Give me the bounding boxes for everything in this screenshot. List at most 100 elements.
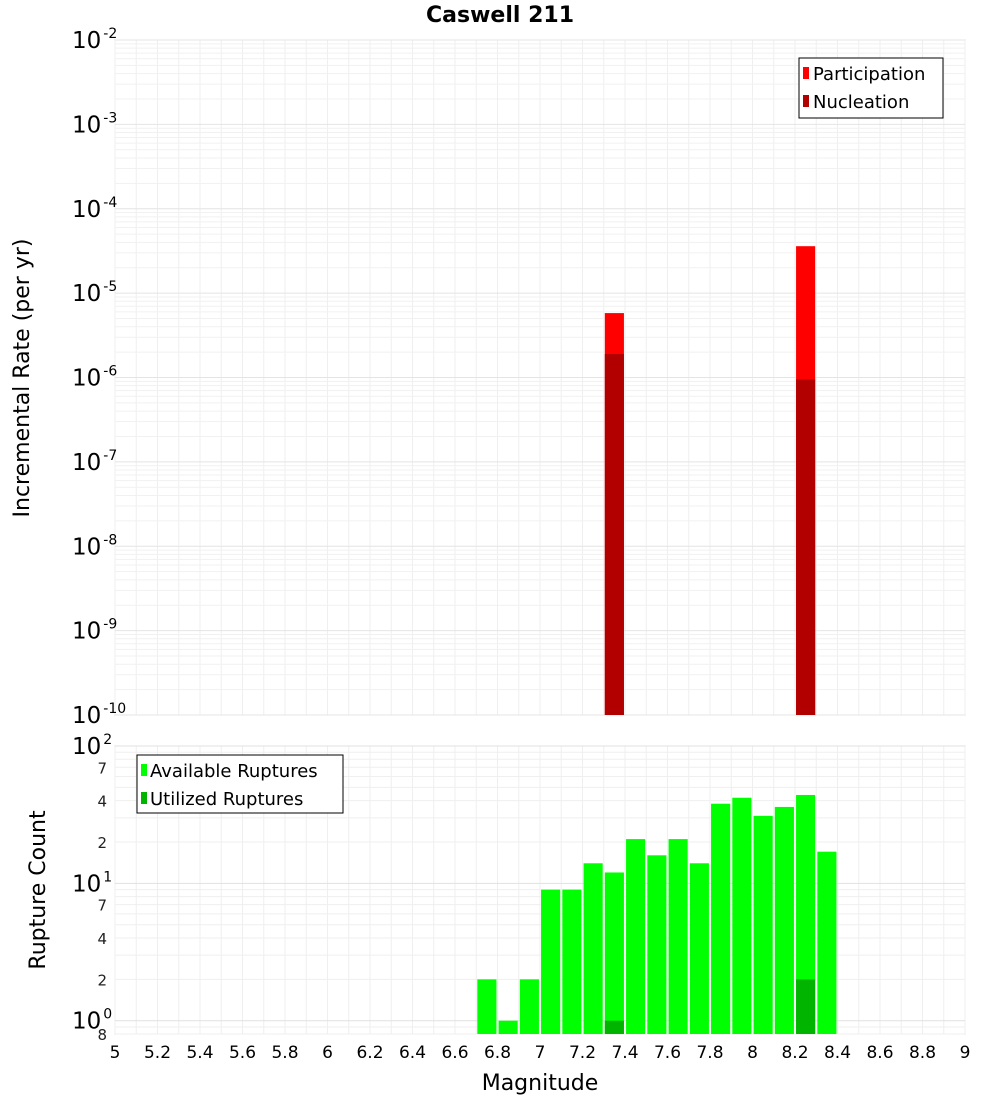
x-tick-label: 6.6 xyxy=(441,1043,468,1063)
bottom-y-axis-label: Rupture Count xyxy=(26,810,51,970)
x-tick-label: 5.4 xyxy=(186,1043,213,1063)
x-tick-label: 6.4 xyxy=(399,1043,426,1063)
available-ruptures-bar xyxy=(519,979,539,1034)
available-ruptures-bar xyxy=(647,855,667,1034)
x-tick-label: 7.2 xyxy=(569,1043,596,1063)
x-tick-label: 5.8 xyxy=(271,1043,298,1063)
top-legend: Participation Nucleation xyxy=(798,57,944,119)
tick-base: 10 xyxy=(72,619,101,645)
legend-nucleation-swatch xyxy=(803,95,809,107)
tick-base: 10 xyxy=(72,28,101,54)
tick-base: 10 xyxy=(72,534,101,560)
available-ruptures-bar xyxy=(541,889,561,1034)
available-ruptures-bar xyxy=(604,872,624,1034)
tick-base: 10 xyxy=(72,703,101,729)
tick-base: 10 xyxy=(72,871,101,897)
top-y-tick-label: 10 -6 xyxy=(72,364,117,392)
available-ruptures-bar xyxy=(796,794,816,1034)
top-legend-box xyxy=(798,57,944,119)
bottom-legend: Available Ruptures Utilized Ruptures xyxy=(136,754,344,814)
legend-available-swatch xyxy=(141,764,147,776)
top-y-tick-label: 10 -2 xyxy=(72,26,117,54)
available-ruptures-bar xyxy=(689,863,709,1034)
x-tick-label: 5.6 xyxy=(229,1043,256,1063)
top-y-tick-label: 10 -3 xyxy=(72,110,117,138)
available-ruptures-bar xyxy=(711,803,731,1034)
x-tick-label: 7.6 xyxy=(654,1043,681,1063)
legend-participation-label: Participation xyxy=(813,64,925,85)
tick-base: 10 xyxy=(72,450,101,476)
top-y-tick-label: 10 -10 xyxy=(72,701,126,729)
top-y-axis-label: Incremental Rate (per yr) xyxy=(10,239,35,518)
legend-utilized-swatch xyxy=(141,792,147,804)
available-ruptures-bar xyxy=(817,851,837,1034)
x-tick-label: 6.8 xyxy=(484,1043,511,1063)
nucleation-bar xyxy=(796,379,816,715)
top-y-tick-label: 10 -7 xyxy=(72,448,117,476)
tick-base: 10 xyxy=(72,734,101,760)
available-ruptures-bar xyxy=(753,815,773,1034)
top-bars xyxy=(604,246,816,715)
top-y-tick-label: 10 -5 xyxy=(72,279,117,307)
tick-exponent: 1 xyxy=(103,869,112,885)
nucleation-bar xyxy=(604,353,624,715)
x-tick-label: 9 xyxy=(960,1043,971,1063)
top-y-tick-label: 10 -8 xyxy=(72,532,117,560)
bottom-minor-y-tick-label: 8 xyxy=(97,1026,107,1044)
tick-exponent: -7 xyxy=(103,448,117,464)
tick-exponent: -8 xyxy=(103,532,117,548)
legend-available-label: Available Ruptures xyxy=(150,761,318,782)
x-tick-label: 6 xyxy=(322,1043,333,1063)
legend-utilized-label: Utilized Ruptures xyxy=(150,789,303,810)
bottom-minor-y-tick-label: 4 xyxy=(97,793,107,811)
tick-base: 10 xyxy=(72,112,101,138)
tick-exponent: -3 xyxy=(103,110,117,126)
x-tick-label: 8.4 xyxy=(824,1043,851,1063)
chart-title: Caswell 211 xyxy=(426,3,574,28)
x-tick-label: 5.2 xyxy=(144,1043,171,1063)
available-ruptures-bar xyxy=(498,1020,518,1034)
legend-participation-swatch xyxy=(803,67,809,79)
utilized-ruptures-bar xyxy=(604,1020,624,1034)
legend-nucleation-label: Nucleation xyxy=(813,92,909,113)
bottom-minor-y-tick-label: 4 xyxy=(97,930,107,948)
bottom-bars xyxy=(477,794,837,1034)
x-tick-label: 5 xyxy=(110,1043,121,1063)
top-grid xyxy=(114,39,966,716)
tick-base: 10 xyxy=(72,1009,101,1035)
x-tick-label: 7.8 xyxy=(696,1043,723,1063)
tick-base: 10 xyxy=(72,197,101,223)
tick-exponent: -9 xyxy=(103,617,117,633)
x-tick-label: 8.6 xyxy=(866,1043,893,1063)
bottom-minor-y-tick-label: 7 xyxy=(97,897,107,915)
x-tick-labels: 5 5.2 5.4 5.6 5.8 6 6.2 6.4 6.6 6.8 7 7.2 7.4 7.6 7.8 8… xyxy=(110,1043,971,1063)
tick-exponent: -4 xyxy=(103,195,117,211)
x-tick-label: 7 xyxy=(535,1043,546,1063)
bottom-minor-y-tick-label: 2 xyxy=(97,971,107,989)
x-tick-label: 8.2 xyxy=(781,1043,808,1063)
available-ruptures-bar xyxy=(774,806,794,1034)
tick-exponent: 2 xyxy=(103,732,112,748)
available-ruptures-bar xyxy=(477,979,497,1034)
top-y-tick-label: 10 -4 xyxy=(72,195,117,223)
tick-exponent: -10 xyxy=(103,701,126,717)
available-ruptures-bar xyxy=(732,797,752,1034)
tick-exponent: -6 xyxy=(103,364,117,380)
x-tick-label: 6.2 xyxy=(356,1043,383,1063)
x-tick-label: 7.4 xyxy=(611,1043,638,1063)
x-tick-label: 8 xyxy=(747,1043,758,1063)
available-ruptures-bar xyxy=(668,839,688,1034)
top-y-tick-label: 10 -9 xyxy=(72,617,117,645)
tick-exponent: -5 xyxy=(103,279,117,295)
tick-base: 10 xyxy=(72,281,101,307)
bottom-legend-box xyxy=(136,754,344,814)
available-ruptures-bar xyxy=(562,889,582,1034)
available-ruptures-bar xyxy=(626,839,646,1034)
utilized-ruptures-bar xyxy=(796,979,816,1034)
tick-base: 10 xyxy=(72,366,101,392)
available-ruptures-bar xyxy=(583,863,603,1034)
bottom-minor-y-tick-label: 2 xyxy=(97,834,107,852)
bottom-y-tick-label: 10 1 xyxy=(72,869,112,897)
